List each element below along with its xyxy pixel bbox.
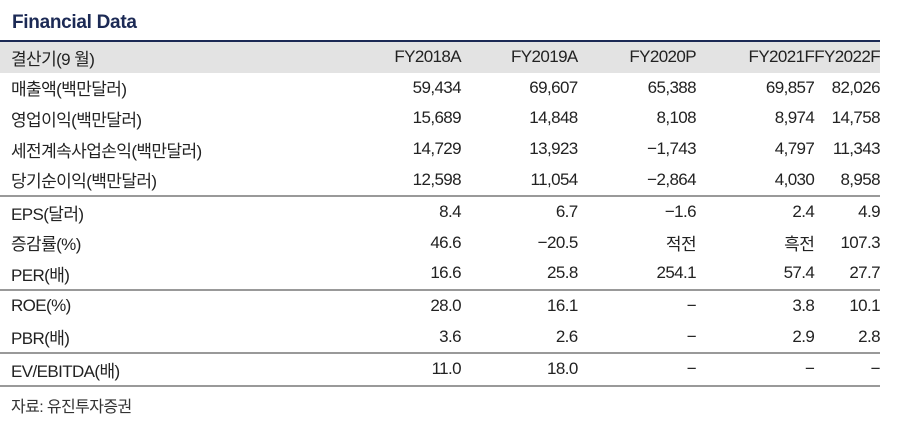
cell-value: 14,758	[831, 108, 881, 128]
cell-value: −1.6	[664, 202, 697, 222]
cell-value: 8.4	[439, 202, 462, 222]
table-row: ROE(%) 28.0 16.1 − 3.8 10.1	[0, 290, 881, 322]
cell-value: −	[814, 352, 881, 387]
cell-value: −	[696, 352, 815, 387]
cell-value: 254.1	[577, 258, 697, 291]
cell-value: −1,743	[647, 139, 697, 159]
cell-value: 15,689	[412, 108, 462, 128]
cell-value: 6.7	[555, 202, 578, 222]
cell-value: 59,434	[412, 77, 462, 97]
cell-value: 적전	[665, 235, 697, 255]
cell-value: 16.1	[546, 296, 578, 316]
table-row: 증감률(%) 46.6 −20.5 적전 흑전 107.3	[0, 228, 881, 259]
row-label: 당기순이익(백만달러)	[0, 164, 343, 197]
cell-value: 8,108	[656, 108, 697, 128]
cell-value: 14,848	[529, 108, 578, 128]
cell-value: 4,797	[774, 139, 815, 159]
table-header-row: 결산기(9 월) FY2018A FY2019A FY2020P FY2021F FY20…	[0, 41, 881, 73]
row-label: PBR(배)	[0, 321, 343, 354]
cell-value: 2.6	[461, 321, 578, 354]
cell-value: 28.0	[430, 296, 462, 316]
cell-value: −	[577, 321, 697, 354]
cell-value: FY2019A	[461, 41, 578, 73]
cell-value: 46.6	[430, 232, 462, 252]
financial-data-table: 결산기(9 월) FY2018A FY2019A FY2020P FY2021F FY20…	[0, 40, 881, 387]
table-row: EV/EBITDA(배) 11.0 18.0− − −	[0, 352, 881, 387]
cell-value: 3.8	[792, 296, 815, 316]
cell-value: 2.8	[814, 321, 881, 354]
cell-value: 11,054	[461, 164, 578, 197]
cell-value: 107.3	[840, 232, 880, 252]
cell-value: −	[577, 352, 697, 387]
cell-value: 18.0	[461, 352, 578, 387]
cell-value: 4.9	[858, 202, 880, 222]
table-row: 매출액(백만달러) 59,434 69,607 65,388 69,857 82,026	[0, 73, 881, 104]
row-label: EPS(달러)	[11, 204, 84, 224]
source-note: 자료: 유진투자증권	[11, 399, 132, 416]
cell-value: 13,923	[529, 139, 578, 159]
cell-value: −2,864	[577, 164, 697, 197]
cell-value: 82,026	[831, 77, 881, 97]
cell-value: 16.6	[342, 258, 462, 291]
row-label: 매출액(백만달러)	[11, 80, 127, 100]
table-row: PER(배) 16.6 25.8 254.1 57.4 27.7	[0, 258, 881, 291]
table-title: Financial Data	[12, 12, 137, 33]
table-row: 당기순이익(백만달러) 12,598 11,054 −2,864 4,030 8,958	[0, 164, 881, 197]
row-label: ROE(%)	[11, 296, 71, 316]
cell-value: FY2020P	[577, 41, 697, 73]
table-row: PBR(배) 3.6 2.6−2.9 2.8	[0, 321, 881, 354]
cell-value: 25.8	[461, 258, 578, 291]
cell-value: 2.9	[696, 321, 815, 354]
cell-value: FY2021F	[696, 41, 815, 73]
cell-value: 3.6	[342, 321, 462, 354]
cell-value: 11,343	[832, 139, 881, 159]
cell-value: 11.0	[342, 352, 462, 387]
cell-value: 흑전	[784, 235, 815, 255]
row-label: EV/EBITDA(배)	[0, 352, 343, 387]
cell-value: 8,958	[814, 164, 881, 197]
cell-value: 69,607	[529, 77, 578, 97]
cell-value: FY2022F	[814, 41, 881, 73]
cell-value: 65,388	[647, 77, 697, 97]
cell-value: 8,974	[774, 108, 815, 128]
row-label: PER(배)	[0, 258, 343, 291]
table-row: 영업이익(백만달러) 15,689 14,848 8,108 8,974 14,758	[0, 103, 881, 134]
cell-value: 4,030	[696, 164, 815, 197]
row-label: 세전계속사업손익(백만달러)	[11, 141, 202, 161]
cell-value: 57.4	[696, 258, 815, 291]
cell-value: 10.1	[849, 296, 880, 316]
row-label: 결산기(9 월)	[0, 41, 343, 73]
cell-value: 69,857	[765, 77, 815, 97]
cell-value: 14,729	[412, 139, 462, 159]
cell-value: −20.5	[537, 232, 579, 252]
cell-value: −	[686, 296, 697, 316]
row-label: 영업이익(백만달러)	[11, 110, 142, 130]
table-row: 세전계속사업손익(백만달러) 14,729 13,923 −1,743 4,797 11,…	[0, 134, 881, 165]
cell-value: 2.4	[792, 202, 815, 222]
cell-value: FY2018A	[342, 41, 462, 73]
table-row: EPS(달러) 8.4 6.7 −1.6 2.4 4.9	[0, 196, 881, 228]
cell-value: 12,598	[342, 164, 462, 197]
row-label: 증감률(%)	[11, 235, 81, 255]
cell-value: 27.7	[814, 258, 881, 291]
